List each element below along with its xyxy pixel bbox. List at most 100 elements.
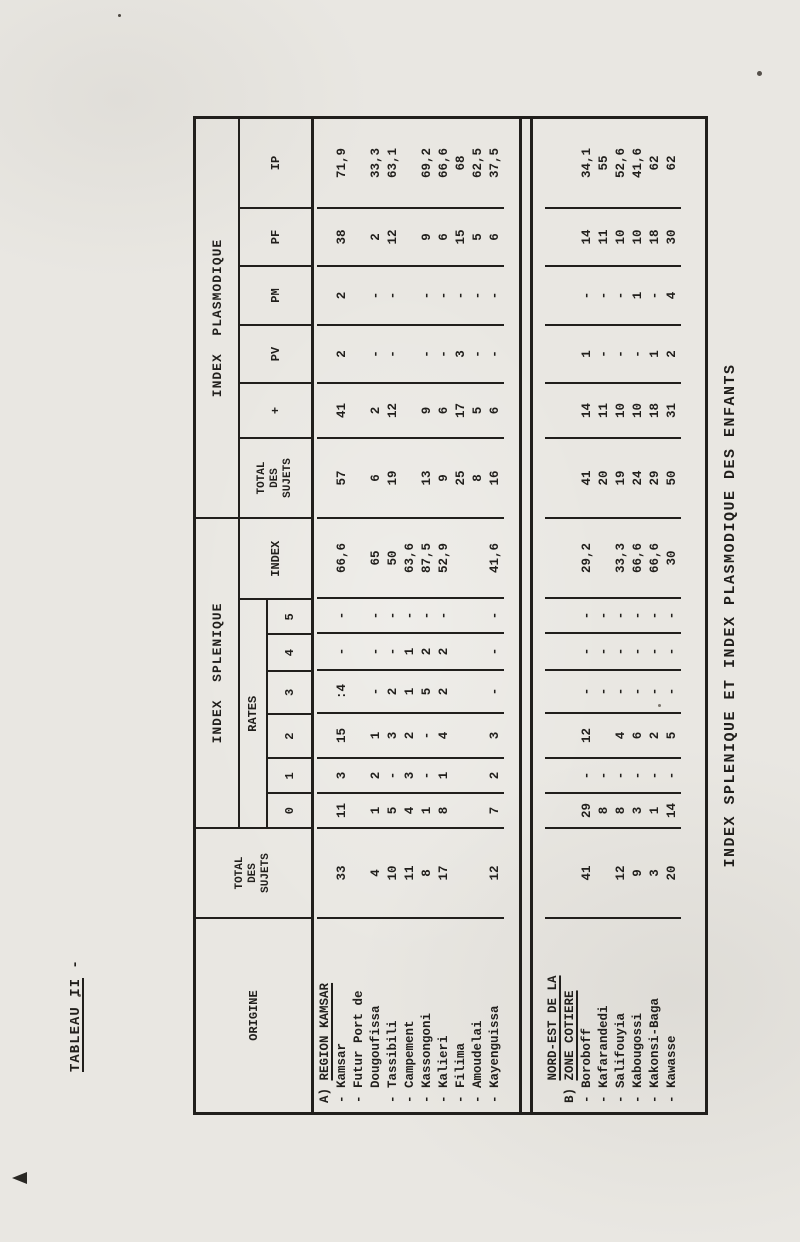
table-cell-ip: 62 (648, 155, 662, 171)
table-cell-ip: 52,6 (614, 148, 628, 179)
table-cell-r1: - (419, 757, 436, 792)
section-header-text: REGION KAMSAR (318, 982, 332, 1081)
table-cell-pm: - (613, 265, 630, 324)
table-cell-t1: 3 (647, 827, 664, 917)
table-cell-index: 65 (351, 517, 385, 597)
table-cell-r2: 5 (664, 712, 681, 757)
row-label: - Campement (402, 917, 419, 1112)
table-cell-r3: - (596, 669, 613, 712)
table-cell-pm: - (647, 265, 664, 324)
table-cell-t1: 20 (664, 827, 681, 917)
section-header-label: A) REGION KAMSAR (317, 917, 334, 1112)
table-cell-r5: - (487, 597, 504, 632)
table-cell-r0: 8 (436, 792, 453, 827)
table-cell-r4: - (664, 632, 681, 669)
col-header-pv: PV (240, 324, 311, 382)
row-label: - Tassibili (385, 917, 402, 1112)
table-row: - Kawasse 20 14-5- - -30 50 31 2 4 30 62 (664, 119, 681, 1112)
empty-cell (317, 597, 334, 632)
empty-cell (545, 712, 579, 757)
table-cell-r4: - (630, 632, 647, 669)
table-row: - Kassongoni 8 1- -5 2-87,5 13 9- -9 69,2 (419, 119, 436, 1112)
table-cell-t1: 12 (487, 827, 504, 917)
table-cell-plus: 17 (453, 382, 470, 437)
row-label: - Amoudelai (470, 917, 487, 1112)
table-row: - Kamsar 33 11 3 15:4- -66,6 57 41 2 2 38 71,9 (334, 119, 351, 1112)
empty-cell (317, 517, 334, 597)
subgroup-header-rates: RATES (240, 600, 268, 827)
table-cell-r2: 2 (402, 712, 419, 757)
table-cell-pv: - (613, 324, 630, 382)
table-cell-t1 (453, 827, 470, 917)
table-cell-r1: - (664, 757, 681, 792)
table-cell-t2: 29 (647, 437, 664, 517)
table-cell-ip: 33,3 (369, 148, 383, 179)
empty-cell (317, 119, 334, 207)
table-cell-pf: 9 (419, 207, 436, 265)
empty-cell (317, 632, 334, 669)
table-cell-plus: 14 (579, 382, 596, 437)
table-row: - Futur Port de Dougoufissa 4 1 2 1- - -65 6 2- -… (351, 119, 385, 1112)
table-cell-plus: 18 (647, 382, 664, 437)
table-cell-r3 (470, 669, 487, 712)
empty-cell (317, 757, 334, 792)
table-cell-r0: 8 (613, 792, 630, 827)
table-cell-r5 (470, 597, 487, 632)
table-cell-r3: - (664, 669, 681, 712)
table-cell-index: 66,6 (630, 517, 647, 597)
table-cell-r0: 7 (487, 792, 504, 827)
table-cell-index: 52,9 (436, 517, 453, 597)
section-header-prefix: A) (318, 1080, 332, 1103)
empty-cell (545, 324, 579, 382)
table-cell-r1: 1 (436, 757, 453, 792)
row-label: - Kabougossi (630, 917, 647, 1112)
col-header-rate-2: 2 (268, 712, 311, 758)
col-header-ip: IP (268, 155, 283, 171)
table-cell-r2 (596, 712, 613, 757)
table-cell-r5: - (596, 597, 613, 632)
table-cell-r4: 2 (436, 632, 453, 669)
table-cell-r2: 6 (630, 712, 647, 757)
table-cell-pf: 14 (579, 207, 596, 265)
table-cell-r3: - (351, 669, 385, 712)
table-cell-r0: 1 (647, 792, 664, 827)
table-cell-r3: - (613, 669, 630, 712)
group-index-plasmodique: INDEX PLASMODIQUE TOTAL DES SUJETS + PV … (196, 119, 311, 517)
col-header-pf: PF (240, 207, 311, 265)
table-cell-r0: 5 (385, 792, 402, 827)
table-cell-pm: - (487, 265, 504, 324)
table-cell-r1: 3 (334, 757, 351, 792)
table-row: - Kabougossi 9 3-6- - -66,6 24 10-1 10 41,6 (630, 119, 647, 1112)
section-divider (519, 119, 533, 1112)
page-title: TABLEAU II - (68, 959, 84, 1072)
row-label: - Kamsar (334, 917, 351, 1112)
table-cell-r1: - (385, 757, 402, 792)
scan-artifact-arrow (12, 1172, 27, 1184)
table-cell-pv: 2 (664, 324, 681, 382)
table-cell-ip: 68 (454, 155, 468, 171)
empty-cell (545, 757, 579, 792)
table-cell-r2: 12 (579, 712, 596, 757)
table-cell-index: 66,6 (647, 517, 664, 597)
table-cell-t2: 9 (436, 437, 453, 517)
row-label: - Salifouyia (613, 917, 630, 1112)
table-cell-r0: 11 (334, 792, 351, 827)
table-cell-r3: - (647, 669, 664, 712)
table-cell-t1: 9 (630, 827, 647, 917)
table-cell-ip: 71,9 (335, 148, 349, 179)
table-cell-r5 (453, 597, 470, 632)
empty-cell (545, 119, 579, 207)
table-cell-pf: 12 (385, 207, 402, 265)
table-cell-pf: 5 (470, 207, 487, 265)
col-header-rate-4: 4 (268, 633, 311, 671)
row-label: - Kakonsi-Baga (647, 917, 664, 1112)
table-cell-t2: 13 (419, 437, 436, 517)
table-row: - Kafarandedi 8- - - -20 11- -11 55 (596, 119, 613, 1112)
table-cell-r3 (453, 669, 470, 712)
table-cell-pm: - (453, 265, 470, 324)
col-header-origine: ORIGINE (196, 917, 311, 1112)
empty-cell (317, 437, 334, 517)
table-cell-r4: - (334, 632, 351, 669)
table-cell-r4 (453, 632, 470, 669)
row-label: - Kafarandedi (596, 917, 613, 1112)
